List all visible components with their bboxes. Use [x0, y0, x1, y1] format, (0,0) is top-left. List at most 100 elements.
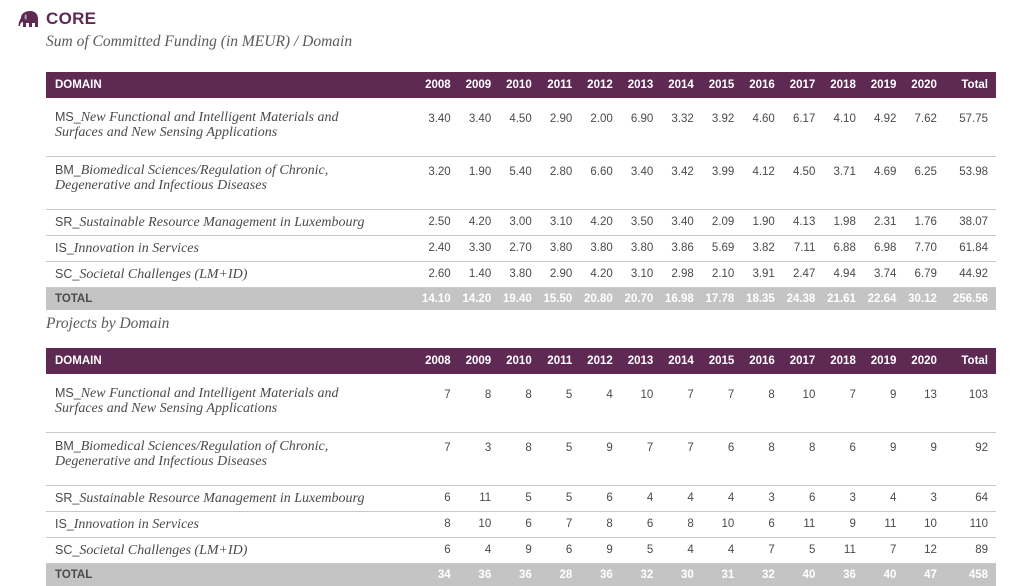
value-cell: 10	[451, 512, 492, 538]
value-cell: 5.40	[491, 157, 532, 210]
total-value-cell: 31	[694, 564, 735, 586]
value-cell: 2.47	[775, 262, 816, 288]
total-value-cell: 40	[856, 564, 897, 586]
value-cell: 3.40	[451, 104, 492, 157]
grand-total-cell: 256.56	[937, 288, 996, 311]
domain-cell: IS_Innovation in Services	[46, 236, 410, 262]
funding-subtitle: Sum of Committed Funding (in MEUR) / Dom…	[46, 33, 352, 51]
value-cell: 9	[896, 433, 937, 486]
domain-code: SC_	[55, 267, 79, 281]
value-cell: 3.74	[856, 262, 897, 288]
total-value-cell: 18.35	[734, 288, 775, 311]
value-cell: 3.82	[734, 236, 775, 262]
value-cell: 7	[734, 538, 775, 564]
value-cell: 6.60	[572, 157, 613, 210]
domain-name: Biomedical Sciences/Regulation of Chroni…	[81, 163, 329, 178]
value-cell: 10	[775, 380, 816, 433]
value-cell: 3.92	[694, 104, 735, 157]
value-cell: 3.10	[613, 262, 654, 288]
value-cell: 3.86	[653, 236, 694, 262]
row-total-cell: 103	[937, 380, 996, 433]
column-header: 2015	[694, 72, 735, 98]
value-cell: 6	[694, 433, 735, 486]
value-cell: 6	[734, 512, 775, 538]
value-cell: 6	[613, 512, 654, 538]
value-cell: 4	[653, 486, 694, 512]
column-header: Total	[937, 348, 996, 374]
value-cell: 2.80	[532, 157, 573, 210]
value-cell: 7.70	[896, 236, 937, 262]
value-cell: 5	[775, 538, 816, 564]
domain-code: BM_	[55, 439, 81, 453]
value-cell: 8	[653, 512, 694, 538]
total-value-cell: 16.98	[653, 288, 694, 311]
value-cell: 7.11	[775, 236, 816, 262]
domain-code: IS_	[55, 241, 74, 255]
value-cell: 3.99	[694, 157, 735, 210]
column-header: 2017	[775, 348, 816, 374]
value-cell: 4	[653, 538, 694, 564]
value-cell: 3.40	[410, 104, 451, 157]
value-cell: 4.69	[856, 157, 897, 210]
table-row: MS_New Functional and Intelligent Materi…	[46, 104, 996, 157]
table-row: SR_Sustainable Resource Management in Lu…	[46, 486, 996, 512]
value-cell: 2.60	[410, 262, 451, 288]
value-cell: 10	[694, 512, 735, 538]
value-cell: 4	[694, 538, 735, 564]
value-cell: 1.90	[451, 157, 492, 210]
value-cell: 3.80	[572, 236, 613, 262]
total-value-cell: 19.40	[491, 288, 532, 311]
column-header: DOMAIN	[46, 348, 410, 374]
value-cell: 9	[572, 538, 613, 564]
value-cell: 10	[613, 380, 654, 433]
total-value-cell: 40	[775, 564, 816, 586]
value-cell: 5	[532, 486, 573, 512]
value-cell: 4.12	[734, 157, 775, 210]
value-cell: 7	[410, 433, 451, 486]
value-cell: 11	[815, 538, 856, 564]
value-cell: 4.94	[815, 262, 856, 288]
column-header: 2020	[896, 348, 937, 374]
domain-code: SC_	[55, 543, 79, 557]
column-header: 2019	[856, 348, 897, 374]
total-value-cell: 30.12	[896, 288, 937, 311]
value-cell: 4.20	[572, 210, 613, 236]
domain-name-cont: Degenerative and Infectious Diseases	[55, 454, 267, 469]
value-cell: 6.88	[815, 236, 856, 262]
value-cell: 9	[856, 433, 897, 486]
value-cell: 2.10	[694, 262, 735, 288]
column-header: 2010	[491, 72, 532, 98]
value-cell: 7	[532, 512, 573, 538]
table-row: SR_Sustainable Resource Management in Lu…	[46, 210, 996, 236]
value-cell: 10	[896, 512, 937, 538]
domain-name: Innovation in Services	[74, 241, 199, 256]
value-cell: 3.20	[410, 157, 451, 210]
column-header: 2014	[653, 348, 694, 374]
value-cell: 3.80	[613, 236, 654, 262]
value-cell: 3	[451, 433, 492, 486]
value-cell: 7	[653, 380, 694, 433]
value-cell: 8	[491, 380, 532, 433]
value-cell: 4	[856, 486, 897, 512]
column-header: 2020	[896, 72, 937, 98]
value-cell: 1.76	[896, 210, 937, 236]
value-cell: 6	[491, 512, 532, 538]
value-cell: 5.69	[694, 236, 735, 262]
value-cell: 7	[653, 433, 694, 486]
page-title: CORE	[46, 9, 96, 29]
domain-code: BM_	[55, 163, 81, 177]
total-value-cell: 36	[815, 564, 856, 586]
total-value-cell: 36	[572, 564, 613, 586]
column-header: DOMAIN	[46, 72, 410, 98]
value-cell: 5	[491, 486, 532, 512]
value-cell: 6	[410, 486, 451, 512]
value-cell: 4.92	[856, 104, 897, 157]
value-cell: 3.00	[491, 210, 532, 236]
value-cell: 2.98	[653, 262, 694, 288]
value-cell: 3.50	[613, 210, 654, 236]
